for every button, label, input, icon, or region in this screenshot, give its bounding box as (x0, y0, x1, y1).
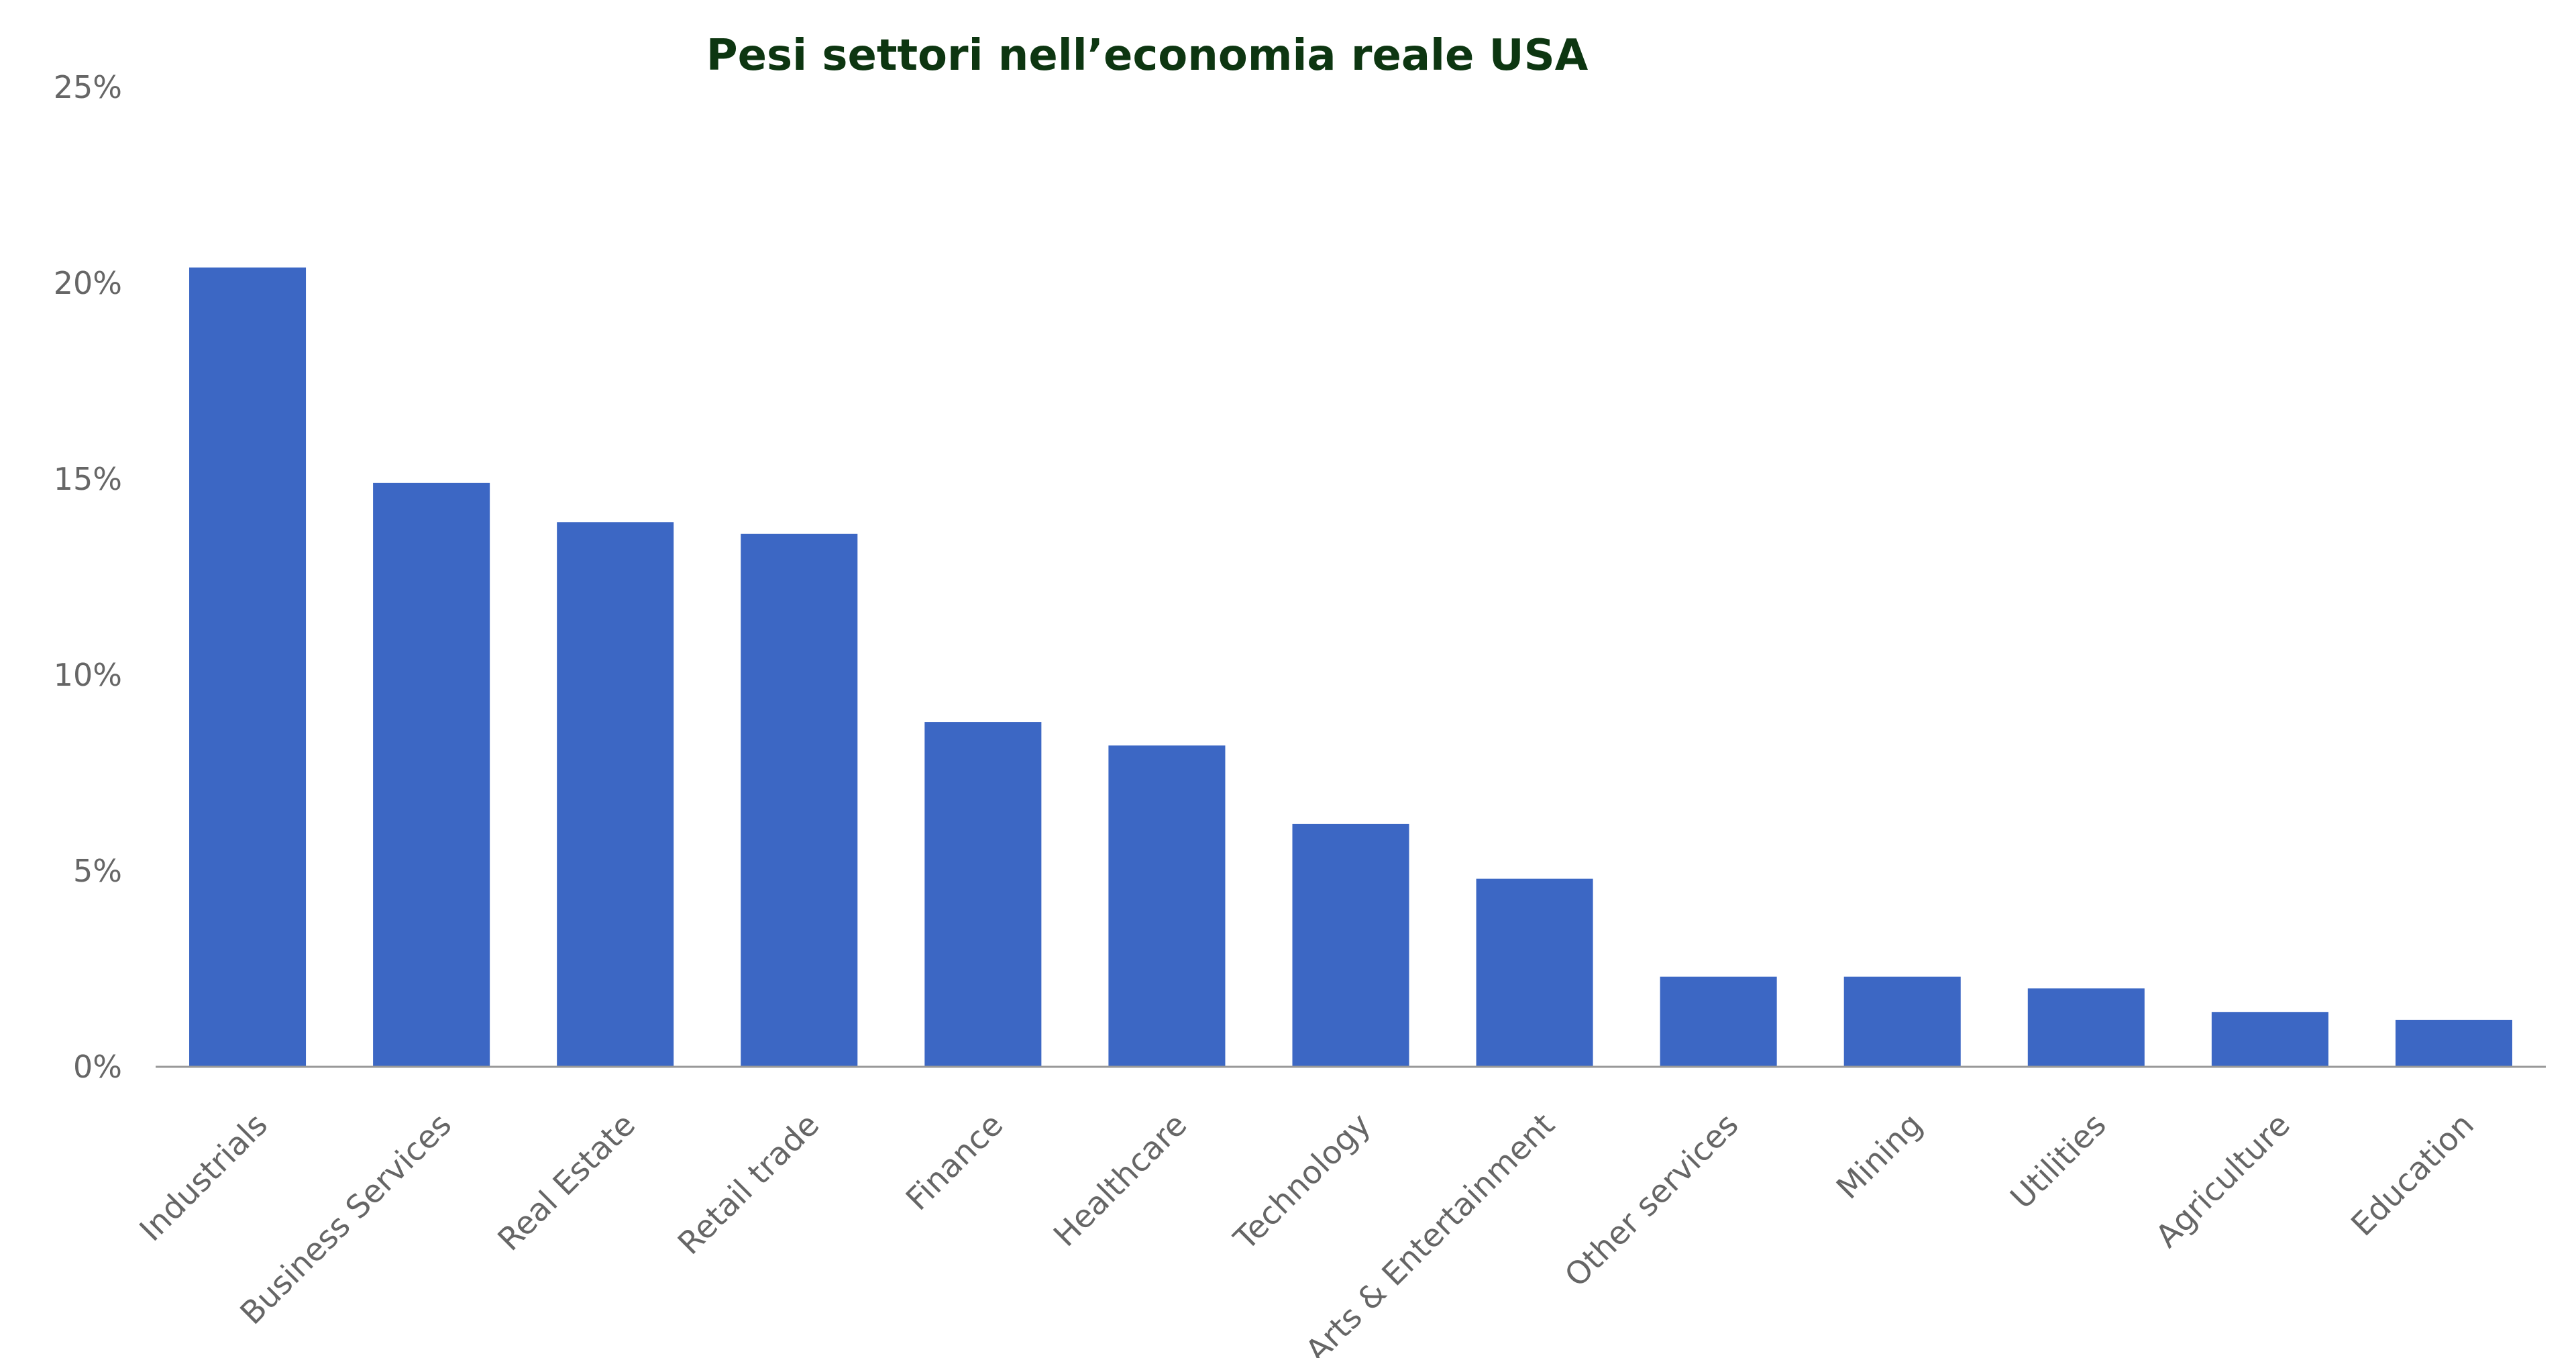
x-tick-label: Real Estate (491, 1106, 643, 1258)
x-tick-label: Healthcare (1046, 1106, 1194, 1254)
bar (2027, 988, 2145, 1067)
bar (189, 267, 307, 1067)
x-tick-label: Other services (1558, 1106, 1746, 1294)
bars (189, 267, 2512, 1067)
x-tick-label: Education (2344, 1106, 2481, 1243)
y-tick-label: 20% (54, 265, 122, 301)
bar (1843, 976, 1961, 1067)
bar (2395, 1019, 2512, 1067)
x-tick-label: Retail trade (671, 1106, 826, 1262)
bar (1476, 878, 1593, 1067)
bar (741, 533, 858, 1067)
y-tick-label: 15% (54, 461, 122, 497)
y-axis-ticks: 0% 5% 10% 15% 20% 25% (54, 69, 122, 1085)
y-tick-label: 25% (54, 69, 122, 105)
y-tick-label: 10% (54, 657, 122, 693)
bar (1108, 745, 1226, 1067)
x-tick-label: Mining (1829, 1106, 1929, 1206)
bar (1292, 823, 1409, 1067)
x-tick-label: Technology (1227, 1106, 1379, 1258)
bar (2211, 1012, 2328, 1067)
bar (924, 722, 1042, 1067)
bar (373, 482, 490, 1067)
y-tick-label: 0% (73, 1049, 122, 1085)
bar (1660, 976, 1777, 1067)
x-tick-label: Agriculture (2149, 1106, 2298, 1255)
chart-title: Pesi settori nell’economia reale USA (706, 31, 1589, 81)
y-tick-label: 5% (73, 853, 122, 889)
x-tick-label: Finance (899, 1106, 1010, 1218)
bar (557, 522, 674, 1067)
x-tick-label: Industrials (133, 1106, 275, 1249)
x-tick-label: Utilities (2004, 1106, 2114, 1216)
